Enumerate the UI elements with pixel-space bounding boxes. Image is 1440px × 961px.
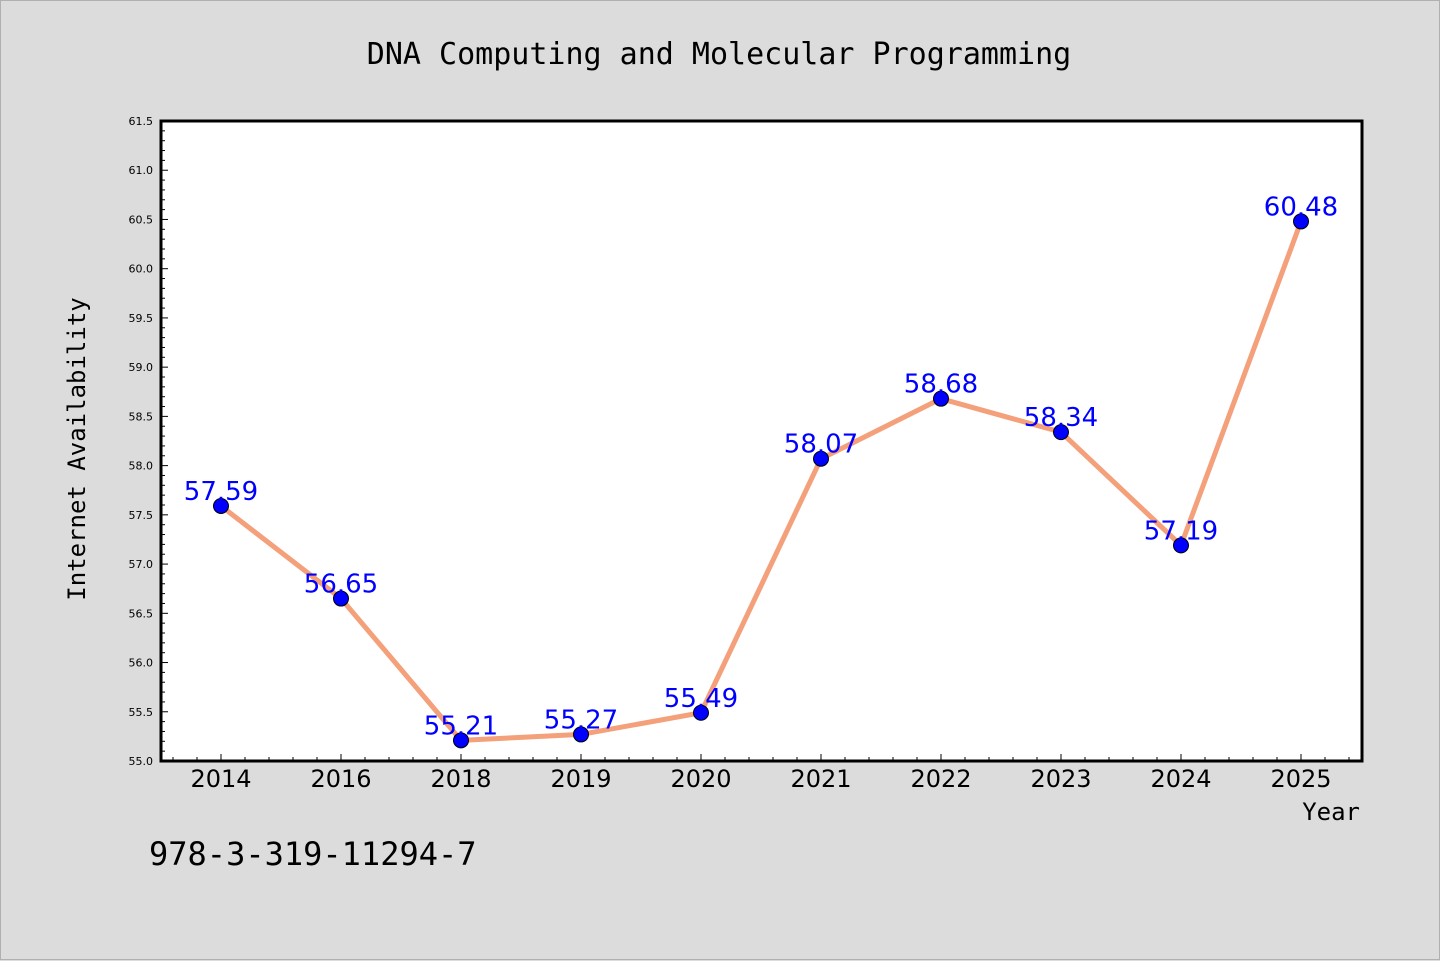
y-tick-label: 59.0 (129, 361, 154, 374)
y-tick-label: 56.0 (129, 657, 154, 670)
series-layer (213, 213, 1309, 749)
data-point-marker (693, 704, 709, 721)
data-point-marker (333, 590, 349, 607)
y-tick-label: 61.0 (129, 164, 154, 177)
x-tick-label: 2024 (1150, 765, 1211, 793)
x-axis: 2014 2016 2018 2019 2020 2021 2022 2023 2024 2025 (172, 754, 1350, 793)
y-tick-label: 56.5 (129, 607, 154, 620)
y-tick-label: 60.0 (129, 263, 154, 276)
data-point-marker (1173, 537, 1189, 554)
data-label: 55.21 (424, 711, 498, 741)
x-tick-label: 2020 (670, 765, 731, 793)
y-axis-label: Internet Availability (63, 297, 91, 600)
data-point-marker (813, 450, 829, 467)
footer-isbn: 978-3-319-11294-7 (149, 835, 477, 873)
x-axis-label: Year (1302, 798, 1360, 826)
x-tick-label: 2025 (1270, 765, 1331, 793)
plot-area (159, 119, 1364, 763)
data-point-marker (573, 726, 589, 743)
data-labels: 57.59 56.65 55.21 55.27 55.49 58.07 58.68 58.34… (184, 192, 1338, 741)
x-tick-label: 2023 (1030, 765, 1091, 793)
data-point-marker (933, 390, 949, 407)
y-tick-label: 55.0 (129, 755, 154, 768)
x-tick-label: 2022 (910, 765, 971, 793)
x-tick-label: 2014 (190, 765, 251, 793)
data-label: 58.07 (784, 430, 858, 460)
y-tick-label: 58.0 (129, 460, 154, 473)
data-label: 56.65 (304, 570, 378, 600)
chart-title: DNA Computing and Molecular Programming (367, 37, 1071, 72)
data-point-marker (1293, 213, 1309, 230)
data-label: 57.59 (184, 477, 258, 507)
y-tick-label: 61.5 (129, 115, 154, 128)
y-tick-label: 57.0 (129, 558, 154, 571)
y-tick-label: 59.5 (129, 312, 154, 325)
y-axis: 55.0 55.5 56.0 56.5 57.0 57.5 58.0 58.5 59.0 59.5… (129, 115, 168, 768)
y-tick-label: 60.5 (129, 213, 154, 226)
y-tick-label: 57.5 (129, 509, 154, 522)
data-label: 58.34 (1024, 403, 1098, 433)
data-label: 55.49 (664, 684, 738, 714)
x-tick-label: 2018 (430, 765, 491, 793)
series-line (218, 218, 1304, 743)
data-label: 60.48 (1264, 192, 1338, 222)
data-point-marker (1053, 424, 1069, 441)
y-tick-label: 58.5 (129, 410, 154, 423)
x-tick-label: 2016 (310, 765, 371, 793)
x-tick-label: 2019 (550, 765, 611, 793)
data-point-marker (453, 732, 469, 749)
x-tick-label: 2021 (790, 765, 851, 793)
data-label: 58.68 (904, 370, 978, 400)
data-point-marker (213, 497, 229, 514)
y-tick-label: 55.5 (129, 706, 154, 719)
data-label: 57.19 (1144, 516, 1218, 546)
data-label: 55.27 (544, 705, 618, 735)
